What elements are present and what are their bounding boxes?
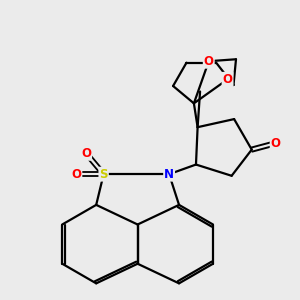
- Text: O: O: [223, 73, 232, 86]
- Text: S: S: [99, 168, 108, 181]
- Text: O: O: [204, 55, 214, 68]
- Text: O: O: [271, 137, 281, 150]
- Text: N: N: [164, 168, 174, 181]
- Text: O: O: [71, 168, 81, 181]
- Text: O: O: [81, 147, 91, 160]
